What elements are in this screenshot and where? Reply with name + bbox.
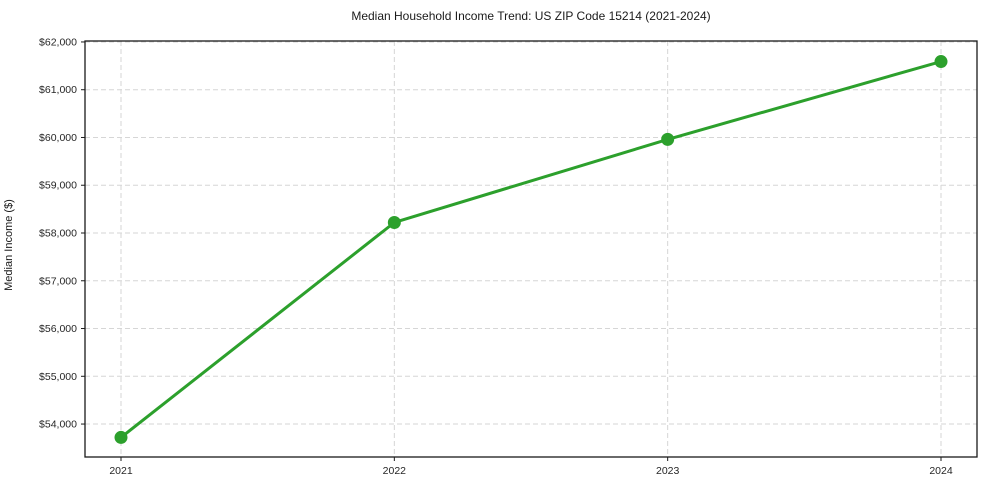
data-point-2021 — [114, 430, 128, 444]
x-tick-label: 2023 — [656, 465, 680, 477]
y-tick-label: $58,000 — [39, 228, 77, 240]
x-tick-label: 2022 — [383, 465, 407, 477]
data-point-2024 — [934, 55, 948, 69]
x-tick-label: 2024 — [929, 465, 953, 477]
y-tick-label: $62,000 — [39, 36, 77, 48]
data-point-2023 — [661, 132, 675, 146]
chart-title: Median Household Income Trend: US ZIP Co… — [351, 9, 711, 23]
y-tick-label: $59,000 — [39, 180, 77, 192]
y-tick-label: $56,000 — [39, 323, 77, 335]
y-tick-label: $61,000 — [39, 84, 77, 96]
y-tick-label: $55,000 — [39, 371, 77, 383]
income-trend-line — [119, 60, 943, 439]
y-tick-label: $54,000 — [39, 419, 77, 431]
data-point-2022 — [387, 215, 401, 229]
plot-border — [84, 40, 978, 458]
x-tick-label: 2021 — [109, 465, 133, 477]
y-tick-label: $57,000 — [39, 275, 77, 287]
y-tick-label: $60,000 — [39, 132, 77, 144]
